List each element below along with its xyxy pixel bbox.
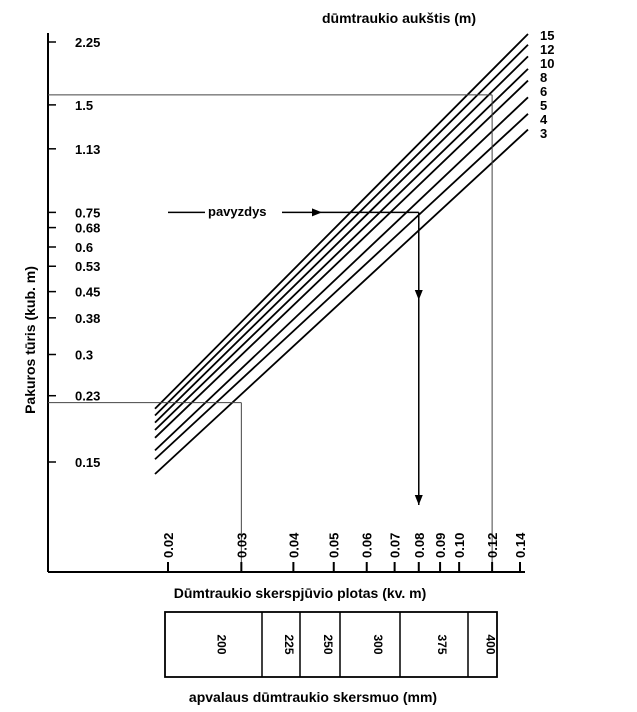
diameter-cell: 375 (435, 634, 449, 654)
table-frame (164, 611, 498, 678)
diameter-cell: 300 (371, 634, 385, 654)
y-tick-label: 0.45 (75, 285, 100, 300)
x-tick-label: 0.06 (360, 533, 375, 558)
x-tick-label: 0.04 (286, 532, 301, 558)
axes (47, 33, 525, 573)
x-tick-label: 0.08 (412, 533, 427, 558)
x-tick-label: 0.07 (388, 533, 403, 558)
diameter-table-label: apvalaus dūmtraukio skersmuo (mm) (189, 689, 437, 705)
y-tick-label: 0.3 (75, 347, 93, 362)
arrow-head (414, 495, 423, 505)
example-annotation-label: pavyzdys (208, 204, 267, 219)
diameter-cell: 250 (321, 634, 335, 654)
y-tick-label: 0.38 (75, 311, 100, 326)
y-tick-label: 0.75 (75, 205, 100, 220)
y-tick-label: 0.23 (75, 389, 100, 404)
series-label: 5 (540, 98, 547, 113)
x-tick-label: 0.02 (161, 533, 176, 558)
series-label: 10 (540, 56, 554, 71)
x-tick-label: 0.12 (485, 533, 500, 558)
series-label: 4 (540, 112, 548, 127)
series-line (154, 96, 529, 452)
y-tick-label: 2.25 (75, 35, 100, 50)
series-line (154, 113, 529, 460)
series-line (154, 79, 529, 439)
series-label: 3 (540, 126, 547, 141)
diameter-table: 200 225 250 300 375 400 (164, 611, 498, 678)
series-line (154, 33, 529, 410)
series-line (154, 44, 529, 417)
diameter-cell: 400 (484, 634, 498, 654)
arrow-head (312, 208, 322, 217)
y-tick-label: 0.15 (75, 455, 100, 470)
tick-labels: 2.25 1.5 1.13 0.750.68 0.6 0.53 0.45 0.38 0.3 0.2… (75, 35, 528, 558)
guide-lines (48, 94, 493, 562)
series-line (154, 68, 529, 431)
series-line (154, 55, 529, 424)
series-label: 15 (540, 28, 554, 43)
y-tick-label: 0.53 (75, 259, 100, 274)
x-axis-label: Dūmtraukio skerspjūvio plotas (kv. m) (174, 585, 427, 601)
x-tick-label: 0.03 (234, 533, 249, 558)
x-tick-label: 0.10 (452, 533, 467, 558)
chart-title: dūmtraukio aukštis (m) (322, 10, 476, 26)
x-tick-label: 0.05 (327, 533, 342, 558)
series-line (154, 128, 529, 475)
diameter-cell: 225 (282, 634, 296, 654)
x-tick-label: 0.14 (513, 532, 528, 558)
y-tick-label: 1.13 (75, 142, 100, 157)
series-label: 12 (540, 42, 554, 57)
diameter-cell: 200 (215, 634, 229, 654)
y-axis-label: Pakuros tūris (kub. m) (22, 266, 38, 414)
y-tick-label: 1.5 (75, 98, 93, 113)
series-label: 8 (540, 70, 547, 85)
y-tick-label: 0.6 (75, 240, 93, 255)
x-tick-label: 0.09 (433, 533, 448, 558)
series-label: 6 (540, 84, 547, 99)
arrow-head (414, 290, 423, 300)
y-tick-label: 0.68 (75, 221, 100, 236)
